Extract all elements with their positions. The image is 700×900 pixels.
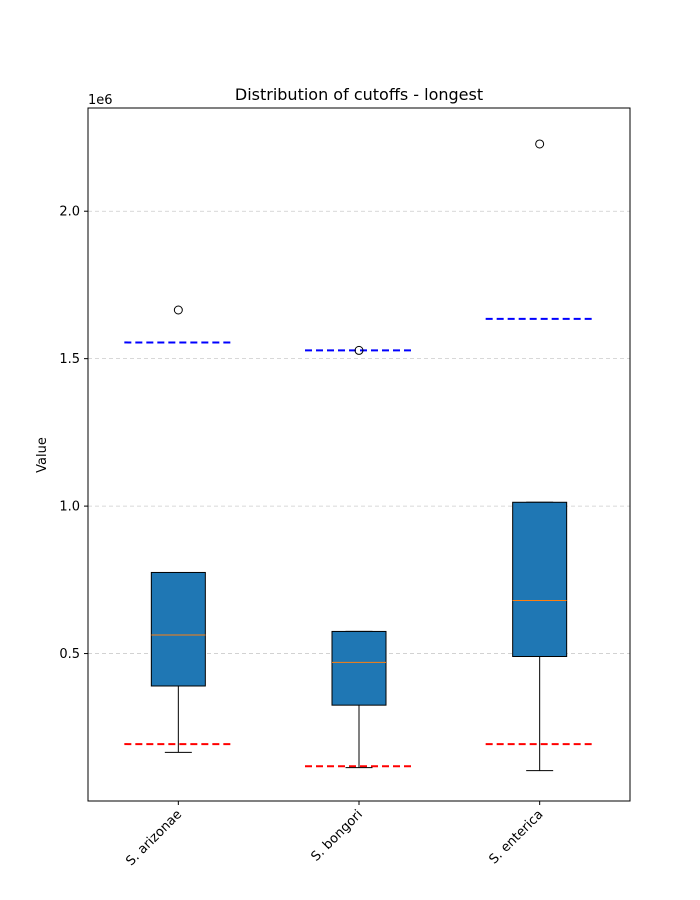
outlier-point	[354, 345, 364, 355]
axes: 0.5 1.0 1.5 2.0 S. arizonae S. bongori S. ente…	[59, 107, 631, 869]
y-scale-label: 1e6	[88, 93, 113, 108]
x-tick-label: S. bongori	[308, 807, 365, 864]
y-tick-label: 2.0	[59, 205, 80, 220]
box-body	[150, 571, 206, 687]
y-tick-label: 1.0	[59, 500, 80, 515]
outlier-point	[535, 139, 545, 149]
chart-title: Distribution of cutoffs - longest	[235, 85, 483, 104]
box-group	[512, 139, 568, 772]
y-axis-label: Value	[35, 437, 50, 473]
box-group	[150, 305, 206, 753]
cutoff-lines	[124, 317, 594, 768]
y-tick-label: 0.5	[59, 647, 80, 662]
box-group	[331, 345, 387, 769]
x-tick-label: S. enterica	[486, 807, 546, 867]
x-tick-label: S. arizonae	[123, 807, 185, 869]
boxes	[150, 139, 568, 772]
box-body	[512, 501, 568, 658]
outlier-point	[173, 305, 183, 315]
y-tick-label: 1.5	[59, 352, 80, 367]
box-body	[331, 630, 387, 706]
